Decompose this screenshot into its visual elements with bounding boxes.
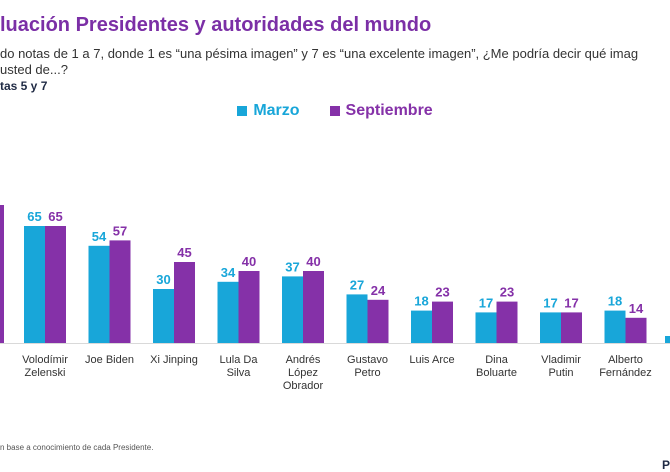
bar-marzo-7 <box>475 312 497 343</box>
legend-swatch-septiembre <box>329 106 340 116</box>
category-label-8-1: Putin <box>548 367 573 379</box>
category-label-5-1: Petro <box>354 367 380 379</box>
bar-septiembre-7 <box>496 301 518 343</box>
data-label-marzo-2: 30 <box>156 272 170 287</box>
bar-septiembre-2 <box>174 262 195 343</box>
bar-septiembre-5 <box>367 299 389 343</box>
chart-subtitle: tas 5 y 7 <box>0 79 48 93</box>
bar-septiembre-3 <box>238 271 260 343</box>
data-label-septiembre-3: 40 <box>242 254 256 269</box>
category-label-7-1: Boluarte <box>476 367 517 379</box>
category-label-8-0: Vladimir <box>541 354 581 366</box>
data-label-marzo-1: 54 <box>92 229 107 244</box>
category-label-9-0: Alberto <box>608 354 643 366</box>
bar-marzo-0 <box>24 226 45 343</box>
bar-septiembre-4 <box>303 271 324 343</box>
category-label-5-0: Gustavo <box>347 354 388 366</box>
category-label-9-1: Fernández <box>599 367 652 379</box>
survey-question: do notas de 1 a 7, donde 1 es “una pésim… <box>0 46 670 78</box>
category-label-7-0: Dina <box>485 354 509 366</box>
category-label-4-2: Obrador <box>283 380 324 392</box>
bar-septiembre-1 <box>109 240 131 343</box>
data-label-septiembre-5: 24 <box>371 283 386 298</box>
data-label-marzo-5: 27 <box>350 277 364 292</box>
bar-marzo-6 <box>411 310 432 343</box>
data-label-marzo-9: 18 <box>608 294 622 309</box>
footnote: n base a conocimiento de cada Presidente… <box>0 443 154 452</box>
category-label-4-1: López <box>288 367 318 379</box>
data-label-septiembre-7: 23 <box>500 285 514 300</box>
category-label-1-0: Joe Biden <box>85 354 134 366</box>
category-label-3-0: Lula Da <box>220 354 259 366</box>
bar-marzo-9 <box>604 310 626 343</box>
data-label-marzo-0: 65 <box>27 209 41 224</box>
survey-question-line-2: usted de...? <box>0 62 68 77</box>
page-title: luación Presidentes y autoridades del mu… <box>0 14 432 36</box>
data-label-septiembre-2: 45 <box>177 245 191 260</box>
category-label-4-0: Andrés <box>286 354 321 366</box>
data-label-marzo-7: 17 <box>479 295 493 310</box>
category-label-0-0: Volodímir <box>22 354 68 366</box>
category-label-2-0: Xi Jinping <box>150 354 198 366</box>
data-label-marzo-8: 17 <box>543 295 557 310</box>
data-label-marzo-3: 34 <box>221 265 236 280</box>
survey-question-line-1: do notas de 1 a 7, donde 1 es “una pésim… <box>0 46 639 61</box>
bar-septiembre-9 <box>625 317 647 343</box>
bar-marzo-5 <box>346 294 368 343</box>
bar-offscreen-right <box>665 336 670 343</box>
category-label-6-0: Luis Arce <box>409 354 454 366</box>
bar-septiembre-6 <box>432 301 453 343</box>
data-label-septiembre-9: 14 <box>629 301 644 316</box>
bar-marzo-2 <box>153 289 174 343</box>
data-label-marzo-4: 37 <box>285 259 299 274</box>
data-label-septiembre-1: 57 <box>113 223 127 238</box>
data-label-septiembre-0: 65 <box>48 209 62 224</box>
bar-marzo-1 <box>88 245 110 343</box>
category-label-0-1: Zelenski <box>25 367 66 379</box>
brand-logo: P <box>662 458 670 472</box>
data-label-septiembre-8: 17 <box>564 295 578 310</box>
bar-marzo-3 <box>217 281 239 343</box>
bar-septiembre-8 <box>561 312 582 343</box>
legend-label-septiembre: Septiembre <box>345 102 433 119</box>
category-label-3-1: Silva <box>227 367 252 379</box>
bar-marzo-8 <box>540 312 561 343</box>
legend-swatch-marzo <box>237 106 248 116</box>
legend-item-septiembre: Septiembre <box>329 100 433 122</box>
data-label-septiembre-4: 40 <box>306 254 320 269</box>
bar-septiembre-0 <box>45 226 66 343</box>
chart-legend: Marzo Septiembre <box>0 100 670 122</box>
data-label-marzo-6: 18 <box>414 294 428 309</box>
bar-offscreen-left <box>0 205 4 343</box>
data-label-septiembre-6: 23 <box>435 285 449 300</box>
legend-item-marzo: Marzo <box>237 100 300 122</box>
legend-label-marzo: Marzo <box>253 102 300 119</box>
bar-marzo-4 <box>282 276 303 343</box>
